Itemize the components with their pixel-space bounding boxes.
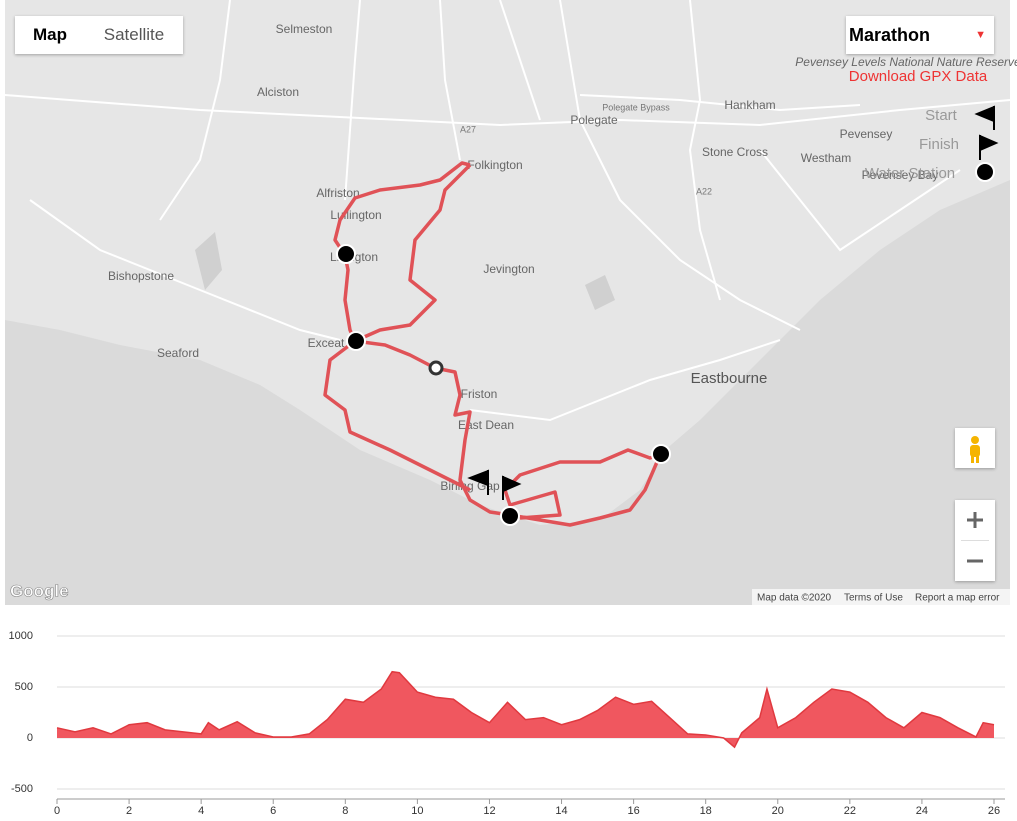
place-label: Folkington	[467, 158, 522, 172]
place-label: Alciston	[257, 85, 299, 99]
dropdown-arrow: ▼	[975, 29, 986, 41]
y-tick-label: 0	[27, 732, 33, 744]
place-label: Westham	[801, 151, 851, 165]
place-label: Selmeston	[276, 22, 333, 36]
legend-start: Start	[925, 107, 958, 124]
woods	[195, 232, 615, 310]
satellite-button[interactable]: Satellite	[103, 25, 165, 44]
mile-marker[interactable]	[428, 360, 444, 376]
place-label: Bishopstone	[108, 269, 174, 283]
x-tick-label: 22	[844, 805, 856, 817]
map-data: Map data ©2020	[757, 593, 832, 604]
place-label: Pevensey Bay	[862, 168, 939, 182]
y-tick-label: 500	[15, 681, 33, 693]
road-label: A22	[696, 186, 712, 196]
y-tick-label: 1000	[9, 630, 33, 642]
x-tick-label: 8	[342, 805, 348, 817]
place-label: Eastbourne	[691, 370, 768, 387]
place-label: Jevington	[483, 262, 534, 276]
report-error[interactable]: Report a map error	[915, 593, 1000, 604]
place-label: Polegate	[570, 113, 618, 127]
flags[interactable]	[467, 105, 999, 500]
elevation-line	[56, 670, 995, 749]
terms[interactable]: Terms of Use	[844, 593, 903, 604]
google-logo: Google	[10, 581, 69, 600]
place-label: Pevensey	[840, 127, 893, 141]
x-tick-label: 16	[627, 805, 639, 817]
x-tick-label: 18	[700, 805, 712, 817]
download-gpx[interactable]: Download GPX Data	[849, 68, 988, 85]
place-label: Alfriston	[316, 186, 359, 200]
x-tick-label: 6	[270, 805, 276, 817]
y-tick-label: -500	[11, 783, 33, 795]
x-tick-label: 12	[483, 805, 495, 817]
elevation-area	[57, 671, 994, 748]
x-tick-label: 24	[916, 805, 928, 817]
x-tick-label: 26	[988, 805, 1000, 817]
x-tick-label: 2	[126, 805, 132, 817]
map-type-control: Map Satellite	[15, 16, 183, 54]
route-select[interactable]: Marathon ▼	[846, 16, 994, 54]
zoom-icons	[955, 500, 995, 581]
place-label: Exceat	[308, 336, 345, 350]
water-station-markers[interactable]	[336, 162, 995, 526]
attribution-bg	[752, 589, 1010, 605]
place-label: Seaford	[157, 346, 199, 360]
pegman[interactable]	[955, 428, 995, 468]
x-tick-label: 0	[54, 805, 60, 817]
road-label: Polegate Bypass	[602, 102, 670, 112]
x-tick-label: 14	[555, 805, 567, 817]
zoom-out[interactable]	[955, 541, 995, 581]
x-tick-label: 20	[772, 805, 784, 817]
sea	[5, 180, 1010, 605]
place-label: Hankham	[724, 98, 775, 112]
legend-water: Water Station	[865, 165, 955, 182]
pegman-icon	[970, 436, 980, 463]
map-button[interactable]: Map	[33, 25, 67, 44]
zoom-control	[955, 500, 995, 581]
place-label: East Dean	[458, 418, 514, 432]
legend-finish: Finish	[919, 136, 959, 153]
map[interactable]: Selmeston Alciston Polegate Hankham Peve…	[0, 0, 1017, 605]
route-select-text: Marathon	[849, 25, 930, 45]
place-label: Friston	[461, 387, 498, 401]
road-label: A27	[460, 124, 476, 134]
place-label: Stone Cross	[702, 145, 768, 159]
roads	[4, 0, 1011, 422]
place-label: Pevensey Levels National Nature Reserve	[795, 55, 1017, 69]
route	[323, 161, 662, 527]
zoom-in[interactable]	[955, 500, 995, 540]
place-label: Lullington	[330, 208, 381, 222]
x-tick-label: 10	[411, 805, 423, 817]
x-tick-label: 4	[198, 805, 204, 817]
